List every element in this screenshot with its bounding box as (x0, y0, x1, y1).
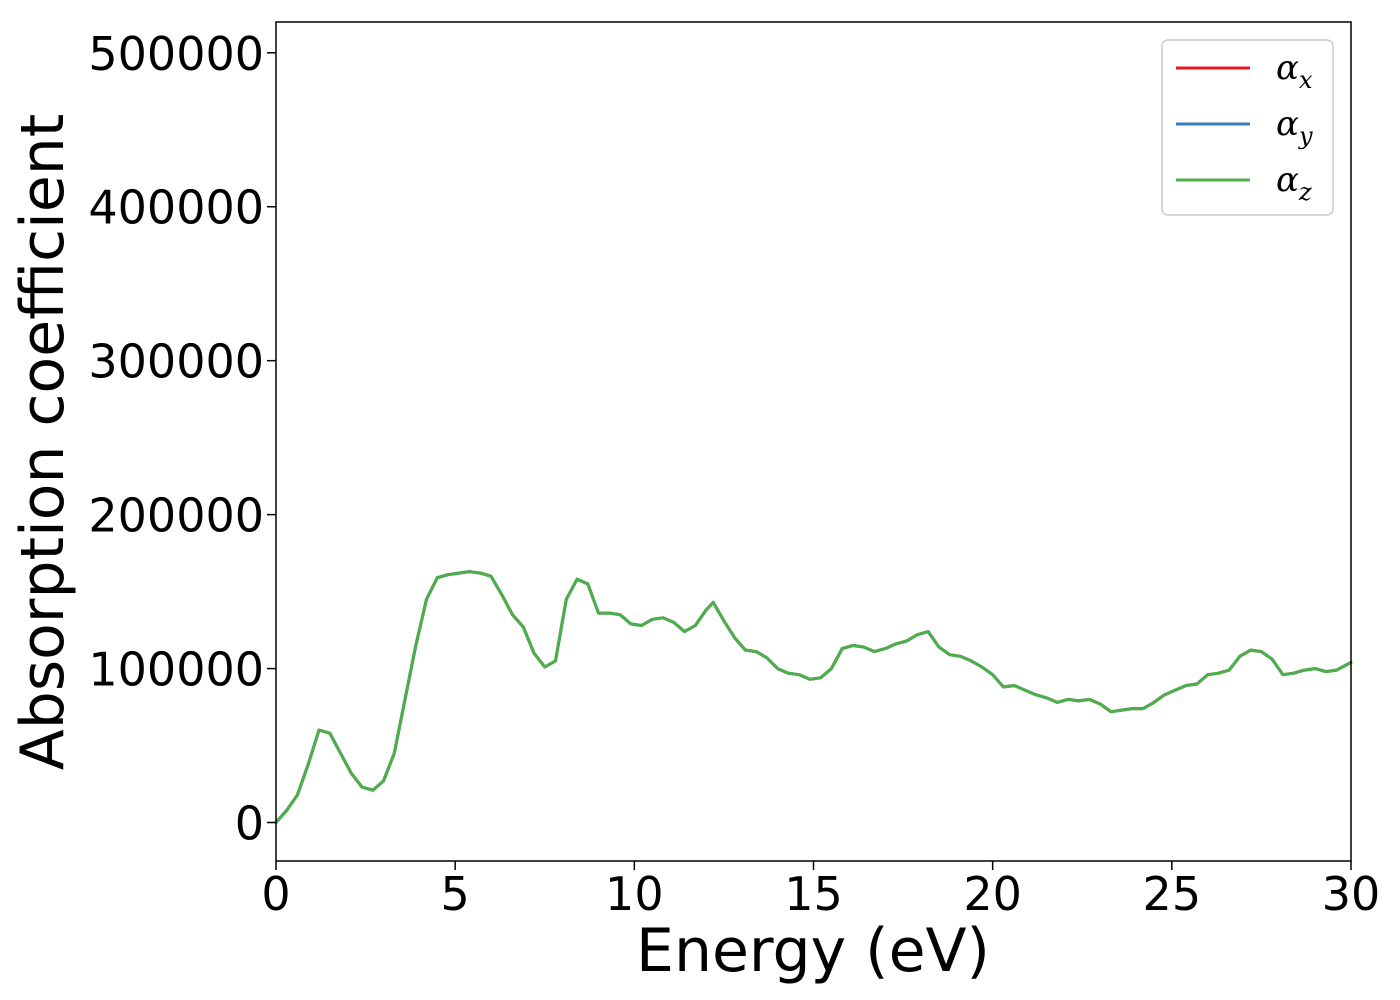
y-axis-ticks: 0 100000 200000 300000 400000 500000 (88, 27, 276, 851)
legend-label-z: αz (1276, 160, 1312, 206)
legend-box (1161, 39, 1334, 216)
y-tick-label: 300000 (88, 335, 264, 389)
x-tick-label: 10 (605, 867, 664, 921)
x-axis-title: Energy (eV) (636, 916, 990, 986)
x-tick-label: 25 (1143, 867, 1202, 921)
series-line-y (274, 570, 1353, 824)
legend: αx αy αz (1161, 39, 1334, 216)
x-tick-label: 5 (441, 867, 470, 921)
x-tick-label: 30 (1322, 867, 1381, 921)
x-tick-label: 20 (963, 867, 1022, 921)
x-axis-ticks: 0 5 10 15 20 25 30 (261, 861, 1380, 921)
legend-label-x: αx (1276, 48, 1313, 94)
x-tick-label: 15 (784, 867, 843, 921)
y-tick-label: 400000 (88, 181, 264, 235)
y-tick-label: 100000 (88, 643, 264, 697)
series-line-x (274, 570, 1353, 824)
y-tick-label: 0 (235, 797, 264, 851)
x-tick-label: 0 (261, 867, 290, 921)
series-lines (274, 570, 1353, 824)
series-line-z (274, 570, 1353, 824)
y-tick-label: 500000 (88, 27, 264, 81)
y-tick-label: 200000 (88, 489, 264, 543)
y-axis-title: Absorption coefficient (8, 114, 78, 771)
legend-label-y: αy (1276, 104, 1313, 150)
